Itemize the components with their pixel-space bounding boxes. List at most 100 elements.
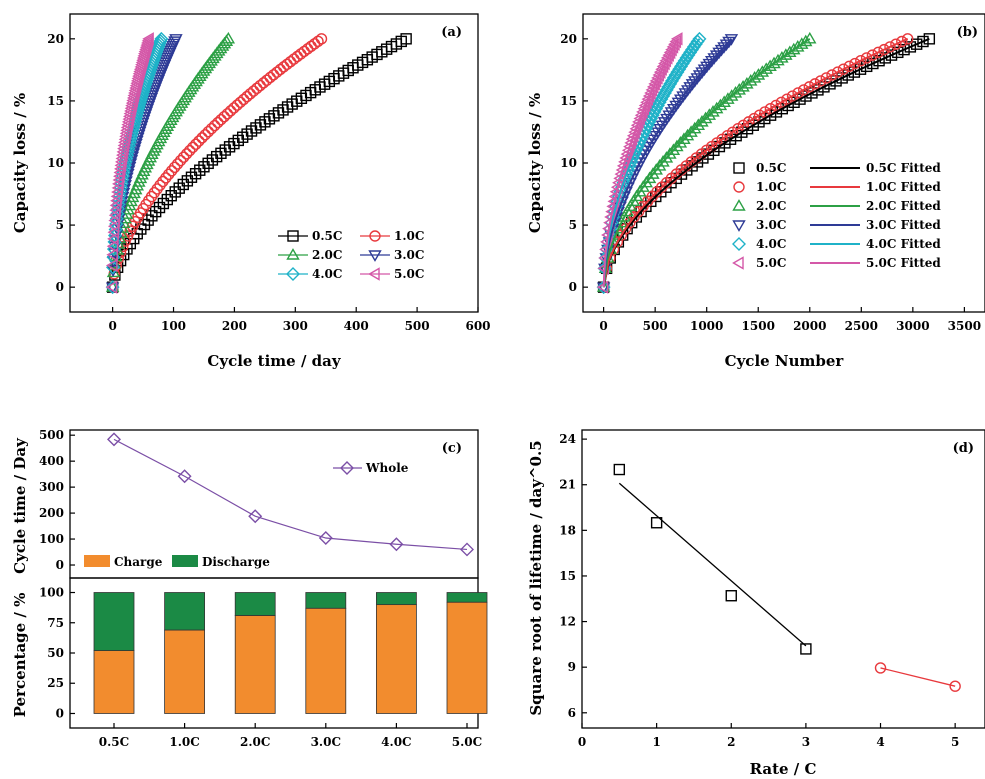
data-point bbox=[706, 105, 720, 117]
data-point bbox=[177, 151, 190, 163]
panel-b-y-ticks: 0 5 10 15 20 bbox=[560, 32, 588, 294]
data-point bbox=[157, 197, 170, 210]
data-point bbox=[714, 44, 729, 57]
data-point bbox=[153, 34, 168, 48]
x-tick-label: 5 bbox=[951, 735, 959, 749]
y-tick-label: 10 bbox=[47, 156, 64, 170]
data-point bbox=[185, 171, 198, 183]
data-point bbox=[855, 54, 867, 67]
data-point bbox=[764, 109, 777, 121]
panel-b-legend: 0.5C 0.5C Fitted 1.0C 1.0C Fitted 2.0C 2.0C F… bbox=[732, 161, 941, 270]
data-point bbox=[202, 157, 214, 170]
data-point bbox=[124, 194, 138, 207]
data-point bbox=[755, 65, 770, 77]
y-tick-label: 50 bbox=[47, 646, 64, 660]
legend-label: 2.0C Fitted bbox=[866, 199, 941, 213]
data-point bbox=[770, 106, 783, 118]
data-point bbox=[208, 119, 221, 132]
data-point bbox=[759, 106, 771, 118]
data-point bbox=[177, 469, 192, 484]
data-point bbox=[180, 148, 193, 160]
y-tick-label: 0 bbox=[56, 706, 64, 720]
data-point bbox=[277, 61, 290, 73]
data-point bbox=[400, 33, 412, 45]
data-point bbox=[814, 75, 827, 87]
panel-b-ylabel: Capacity loss / % bbox=[526, 93, 544, 233]
data-point bbox=[301, 43, 314, 55]
x-tick-label: 600 bbox=[465, 319, 490, 333]
data-point bbox=[160, 172, 172, 184]
data-point bbox=[677, 132, 691, 144]
x-tick-label: 4.0C bbox=[381, 735, 411, 749]
legend-label: 4.0C Fitted bbox=[866, 237, 941, 251]
panel-a-ylabel: Capacity loss / % bbox=[11, 93, 29, 233]
bar-segment bbox=[446, 592, 488, 603]
data-point bbox=[152, 36, 167, 51]
series-line bbox=[113, 438, 468, 551]
panel-d-x-ticks: 0 1 2 3 4 5 bbox=[578, 723, 959, 749]
data-point bbox=[736, 79, 750, 92]
legend-marker bbox=[369, 230, 381, 242]
data-point bbox=[879, 52, 892, 64]
data-point bbox=[722, 36, 736, 49]
data-point bbox=[215, 113, 227, 126]
legend-label: 1.0C Fitted bbox=[866, 180, 941, 194]
x-tick-label: 0 bbox=[108, 319, 116, 333]
legend-marker bbox=[340, 461, 354, 475]
data-point bbox=[837, 63, 850, 75]
y-tick-label: 100 bbox=[39, 532, 64, 546]
x-tick-label: 1000 bbox=[690, 319, 723, 333]
data-point bbox=[860, 60, 873, 73]
legend-label: 5.0C Fitted bbox=[866, 256, 941, 270]
data-point bbox=[174, 154, 187, 167]
data-point bbox=[666, 143, 681, 156]
data-point bbox=[107, 225, 120, 239]
bar-segment bbox=[93, 592, 135, 651]
data-point bbox=[725, 590, 737, 602]
data-point bbox=[105, 282, 120, 295]
panel-c-top: 0 100 200 300 400 500 (c) Cycle time / Day Wh… bbox=[11, 428, 479, 579]
x-tick-label: 3 bbox=[802, 735, 810, 749]
x-tick-label: 1.0C bbox=[169, 735, 199, 749]
data-point bbox=[163, 168, 175, 181]
legend-marker bbox=[368, 267, 380, 281]
data-point bbox=[196, 132, 208, 144]
bar-segment bbox=[164, 592, 206, 631]
data-point bbox=[142, 214, 154, 226]
x-tick-label: 500 bbox=[405, 319, 430, 333]
data-point bbox=[107, 432, 121, 447]
data-point bbox=[298, 45, 310, 58]
bar-segment bbox=[305, 592, 347, 609]
data-point bbox=[670, 139, 684, 152]
y-tick-label: 20 bbox=[47, 32, 64, 46]
legend-swatch bbox=[84, 555, 110, 567]
data-point bbox=[187, 141, 199, 154]
data-point bbox=[173, 182, 185, 194]
data-point bbox=[759, 62, 773, 74]
data-point bbox=[717, 42, 731, 54]
legend-marker bbox=[286, 267, 300, 281]
legend-label: 0.5C Fitted bbox=[866, 161, 941, 175]
x-tick-label: 200 bbox=[222, 319, 247, 333]
data-point bbox=[781, 93, 793, 105]
data-point bbox=[695, 114, 709, 127]
x-tick-label: 2 bbox=[727, 735, 735, 749]
data-point bbox=[218, 110, 230, 123]
legend-label: 0.5C bbox=[312, 229, 342, 243]
legend-label: 5.0C bbox=[394, 267, 424, 281]
x-tick-label: 300 bbox=[283, 319, 308, 333]
data-point bbox=[792, 87, 804, 99]
y-tick-label: 5 bbox=[569, 218, 577, 232]
data-point bbox=[206, 154, 219, 166]
panel-c-top-y-ticks: 0 100 200 300 400 500 bbox=[39, 428, 75, 572]
data-point bbox=[153, 201, 166, 214]
y-tick-label: 0 bbox=[569, 280, 577, 294]
data-point bbox=[106, 239, 119, 253]
data-point bbox=[890, 38, 902, 50]
data-point bbox=[684, 125, 698, 137]
x-tick-label: 0 bbox=[599, 319, 607, 333]
x-tick-label: 0 bbox=[578, 735, 586, 749]
x-tick-label: 100 bbox=[161, 319, 186, 333]
data-point bbox=[231, 99, 243, 111]
